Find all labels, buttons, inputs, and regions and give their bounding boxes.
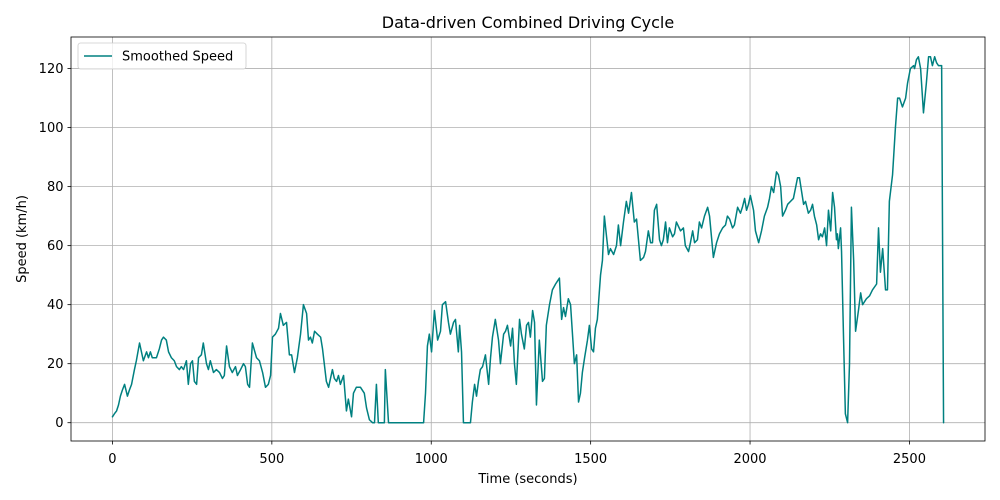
legend-label: Smoothed Speed — [122, 50, 233, 65]
x-tick-label: 1000 — [415, 452, 448, 467]
y-tick-label: 120 — [39, 62, 64, 77]
y-tick-label: 80 — [47, 180, 64, 195]
series-line-smoothed-speed — [111, 56, 945, 424]
x-tick-label: 500 — [259, 452, 284, 467]
y-tick-label: 100 — [39, 121, 64, 136]
series-layer — [111, 56, 945, 424]
legend-box — [77, 42, 247, 70]
y-axis-label: Speed (km/h) — [15, 195, 30, 283]
y-tick-label: 20 — [47, 357, 64, 372]
y-tick-label: 40 — [47, 298, 64, 313]
x-tick-label: 2500 — [893, 452, 926, 467]
x-tick-label: 0 — [108, 452, 116, 467]
x-tick-label: 2000 — [733, 452, 766, 467]
chart-title: Data-driven Combined Driving Cycle — [382, 13, 674, 32]
plot-frame — [70, 36, 986, 442]
y-tick-label: 60 — [47, 239, 64, 254]
axis-ticks: 0 500 1000 1500 2000 2500 0 20 40 60 80 100 120 — [39, 62, 926, 467]
y-tick-label: 0 — [55, 416, 63, 431]
x-axis-label: Time (seconds) — [477, 472, 577, 487]
x-tick-label: 1500 — [574, 452, 607, 467]
grid — [71, 37, 985, 441]
legend: Smoothed Speed — [77, 42, 247, 70]
